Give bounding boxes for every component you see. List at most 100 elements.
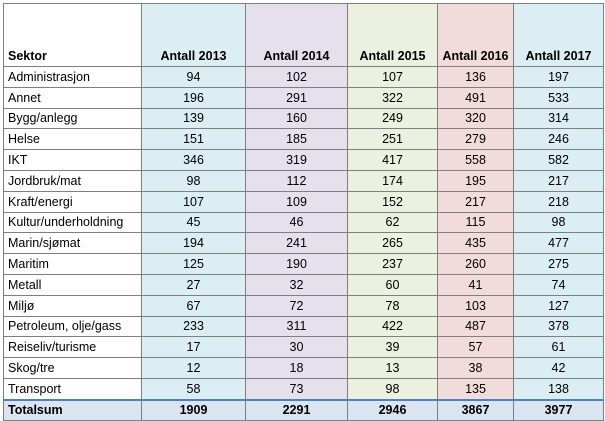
total-row: Totalsum 1909 2291 2946 3867 3977 bbox=[3, 398, 604, 421]
cell-2015: 322 bbox=[347, 86, 438, 109]
table-row: Helse 151 185 251 279 246 bbox=[3, 128, 604, 151]
cell-2016: 136 bbox=[437, 66, 514, 88]
cell-2016: 491 bbox=[437, 86, 514, 109]
cell-2016: 135 bbox=[437, 377, 514, 401]
sector-table: Sektor Antall 2013 Antall 2014 Antall 20… bbox=[3, 3, 604, 421]
table-row: Jordbruk/mat 98 112 174 195 217 bbox=[3, 169, 604, 192]
cell-2014: 32 bbox=[245, 273, 348, 296]
column-header-2016: Antall 2016 bbox=[437, 3, 514, 67]
cell-2013: 67 bbox=[141, 294, 246, 317]
cell-2013: 107 bbox=[141, 190, 246, 213]
header-row: Sektor Antall 2013 Antall 2014 Antall 20… bbox=[3, 3, 604, 67]
row-label: Helse bbox=[3, 128, 142, 151]
cell-2015: 62 bbox=[347, 211, 438, 234]
cell-2016: 57 bbox=[437, 336, 514, 359]
cell-2013: 17 bbox=[141, 336, 246, 359]
cell-2013: 194 bbox=[141, 232, 246, 255]
row-label: Annet bbox=[3, 86, 142, 109]
column-header-2017: Antall 2017 bbox=[513, 3, 604, 67]
cell-2013: 98 bbox=[141, 169, 246, 192]
table-row: Administrasjon 94 102 107 136 197 bbox=[3, 66, 604, 88]
cell-2013: 346 bbox=[141, 149, 246, 171]
row-label: Petroleum, olje/gass bbox=[3, 315, 142, 338]
cell-2016: 558 bbox=[437, 149, 514, 171]
cell-2014: 311 bbox=[245, 315, 348, 338]
column-header-2013: Antall 2013 bbox=[141, 3, 246, 67]
cell-2015: 251 bbox=[347, 128, 438, 151]
cell-2015: 107 bbox=[347, 66, 438, 88]
cell-2016: 217 bbox=[437, 190, 514, 213]
cell-2017: 378 bbox=[513, 315, 604, 338]
table-row: Miljø 67 72 78 103 127 bbox=[3, 294, 604, 317]
cell-2017: 246 bbox=[513, 128, 604, 151]
total-label: Totalsum bbox=[3, 398, 142, 421]
table-row: Kultur/underholdning 45 46 62 115 98 bbox=[3, 211, 604, 234]
row-label: IKT bbox=[3, 149, 142, 171]
cell-2016: 279 bbox=[437, 128, 514, 151]
cell-2016: 435 bbox=[437, 232, 514, 255]
cell-2017: 218 bbox=[513, 190, 604, 213]
row-label: Miljø bbox=[3, 294, 142, 317]
cell-2016: 115 bbox=[437, 211, 514, 234]
total-2015: 2946 bbox=[347, 398, 438, 421]
cell-2015: 422 bbox=[347, 315, 438, 338]
cell-2014: 73 bbox=[245, 377, 348, 401]
cell-2014: 30 bbox=[245, 336, 348, 359]
cell-2017: 275 bbox=[513, 253, 604, 275]
cell-2014: 241 bbox=[245, 232, 348, 255]
table-row: Annet 196 291 322 491 533 bbox=[3, 86, 604, 109]
column-header-2015: Antall 2015 bbox=[347, 3, 438, 67]
cell-2013: 196 bbox=[141, 86, 246, 109]
row-label: Bygg/anlegg bbox=[3, 107, 142, 130]
cell-2017: 314 bbox=[513, 107, 604, 130]
cell-2016: 41 bbox=[437, 273, 514, 296]
cell-2013: 12 bbox=[141, 357, 246, 379]
row-label: Transport bbox=[3, 377, 142, 401]
cell-2016: 260 bbox=[437, 253, 514, 275]
cell-2015: 60 bbox=[347, 273, 438, 296]
cell-2016: 320 bbox=[437, 107, 514, 130]
cell-2016: 38 bbox=[437, 357, 514, 379]
total-2013: 1909 bbox=[141, 398, 246, 421]
cell-2017: 127 bbox=[513, 294, 604, 317]
table-row: Bygg/anlegg 139 160 249 320 314 bbox=[3, 107, 604, 130]
cell-2013: 125 bbox=[141, 253, 246, 275]
cell-2017: 197 bbox=[513, 66, 604, 88]
cell-2014: 18 bbox=[245, 357, 348, 379]
cell-2014: 160 bbox=[245, 107, 348, 130]
table-row: IKT 346 319 417 558 582 bbox=[3, 149, 604, 171]
column-header-2014: Antall 2014 bbox=[245, 3, 348, 67]
cell-2017: 582 bbox=[513, 149, 604, 171]
cell-2015: 265 bbox=[347, 232, 438, 255]
table-row: Metall 27 32 60 41 74 bbox=[3, 273, 604, 296]
cell-2015: 249 bbox=[347, 107, 438, 130]
row-label: Metall bbox=[3, 273, 142, 296]
cell-2014: 109 bbox=[245, 190, 348, 213]
table-body: Administrasjon 94 102 107 136 197 Annet 196 291 3… bbox=[3, 66, 604, 401]
cell-2017: 477 bbox=[513, 232, 604, 255]
row-label: Kraft/energi bbox=[3, 190, 142, 213]
row-label: Administrasjon bbox=[3, 66, 142, 88]
cell-2013: 233 bbox=[141, 315, 246, 338]
cell-2014: 46 bbox=[245, 211, 348, 234]
total-2017: 3977 bbox=[513, 398, 604, 421]
row-label: Maritim bbox=[3, 253, 142, 275]
cell-2015: 417 bbox=[347, 149, 438, 171]
cell-2015: 78 bbox=[347, 294, 438, 317]
cell-2013: 139 bbox=[141, 107, 246, 130]
cell-2014: 112 bbox=[245, 169, 348, 192]
table-row: Skog/tre 12 18 13 38 42 bbox=[3, 357, 604, 379]
cell-2016: 487 bbox=[437, 315, 514, 338]
total-2016: 3867 bbox=[437, 398, 514, 421]
table-row: Kraft/energi 107 109 152 217 218 bbox=[3, 190, 604, 213]
cell-2015: 152 bbox=[347, 190, 438, 213]
row-label: Skog/tre bbox=[3, 357, 142, 379]
cell-2016: 195 bbox=[437, 169, 514, 192]
cell-2013: 151 bbox=[141, 128, 246, 151]
table-row: Petroleum, olje/gass 233 311 422 487 378 bbox=[3, 315, 604, 338]
cell-2017: 61 bbox=[513, 336, 604, 359]
cell-2013: 27 bbox=[141, 273, 246, 296]
row-label: Marin/sjømat bbox=[3, 232, 142, 255]
cell-2017: 98 bbox=[513, 211, 604, 234]
cell-2015: 98 bbox=[347, 377, 438, 401]
